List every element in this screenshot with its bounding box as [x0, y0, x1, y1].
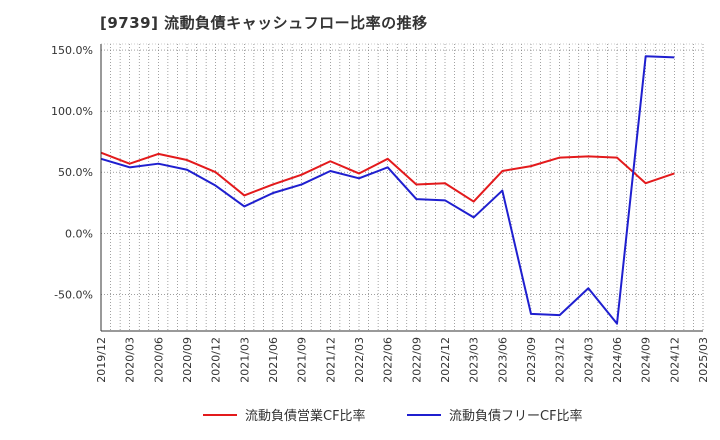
x-tick-label: 2023/09 — [525, 337, 538, 383]
y-tick-label: -50.0% — [54, 288, 93, 301]
chart-title: [9739] 流動負債キャッシュフロー比率の推移 — [100, 14, 428, 32]
x-tick-label: 2022/09 — [410, 337, 423, 383]
x-tick-label: 2020/09 — [181, 337, 194, 383]
x-tick-label: 2021/12 — [324, 337, 337, 383]
series-line-1 — [100, 151, 675, 203]
axes — [100, 43, 704, 332]
x-tick-label: 2022/03 — [353, 337, 366, 383]
x-tick-label: 2024/09 — [640, 337, 653, 383]
x-tick-label: 2020/12 — [210, 337, 223, 383]
plot-area — [101, 44, 703, 331]
x-tick-label: 2023/06 — [496, 337, 509, 383]
legend-label-2: 流動負債フリーCF比率 — [449, 408, 583, 424]
x-tick-label: 2021/09 — [296, 337, 309, 383]
x-tick-label: 2020/06 — [152, 337, 165, 383]
y-tick-label: 50.0% — [58, 166, 93, 179]
x-tick-label: 2024/03 — [582, 337, 595, 383]
x-tick-label: 2022/12 — [439, 337, 452, 383]
x-axis-ticks: 2019/12 2020/03 2020/06 2020/09 2020/12 2021/… — [95, 337, 710, 383]
x-tick-label: 2025/03 — [697, 337, 710, 383]
y-axis-ticks: 150.0% 100.0% 50.0% 0.0% -50.0% — [51, 44, 93, 301]
x-tick-label: 2022/06 — [382, 337, 395, 383]
x-tick-label: 2023/03 — [468, 337, 481, 383]
x-tick-label: 2024/12 — [668, 337, 681, 383]
series-line-2 — [100, 55, 675, 325]
y-tick-label: 0.0% — [65, 227, 93, 240]
legend: 流動負債営業CF比率 流動負債フリーCF比率 — [203, 408, 583, 424]
x-tick-label: 2021/06 — [267, 337, 280, 383]
x-tick-label: 2019/12 — [95, 337, 108, 383]
x-tick-label: 2021/03 — [238, 337, 251, 383]
x-tick-label: 2024/06 — [611, 337, 624, 383]
y-tick-label: 150.0% — [51, 44, 93, 57]
series-lines — [100, 55, 675, 325]
grid — [100, 44, 704, 331]
x-tick-label: 2020/03 — [124, 337, 137, 383]
y-tick-label: 100.0% — [51, 105, 93, 118]
legend-label-1: 流動負債営業CF比率 — [245, 408, 366, 424]
x-tick-label: 2023/12 — [554, 337, 567, 383]
